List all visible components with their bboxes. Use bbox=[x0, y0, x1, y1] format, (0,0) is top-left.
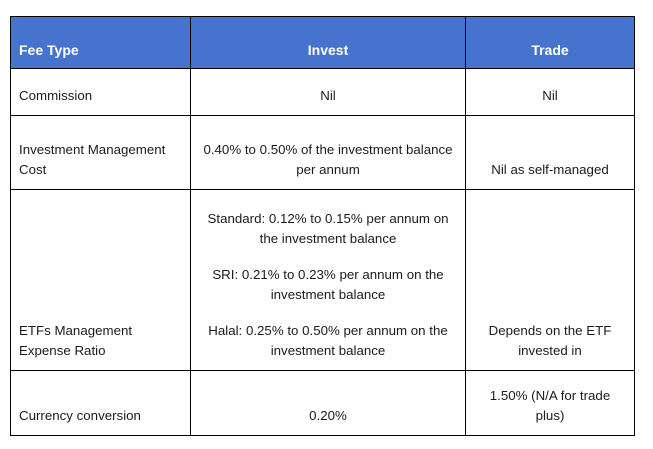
invest-value-halal: Halal: 0.25% to 0.50% per annum on the i… bbox=[208, 323, 448, 358]
cell-fee-type: Commission bbox=[10, 68, 191, 116]
trade-value: Nil as self-managed bbox=[491, 162, 609, 177]
fee-type-label: Commission bbox=[19, 88, 93, 103]
table-row-currency-conversion: Currency conversion 0.20% 1.50% (N/A for… bbox=[10, 370, 635, 436]
table-row-commission: Commission Nil Nil bbox=[10, 68, 635, 116]
invest-value-sri: SRI: 0.21% to 0.23% per annum on the inv… bbox=[212, 267, 444, 302]
invest-value: Nil bbox=[320, 88, 336, 103]
header-cell-trade: Trade bbox=[465, 16, 635, 69]
cell-trade-value: Nil bbox=[465, 68, 635, 116]
fee-type-label: Investment Management Cost bbox=[19, 142, 166, 177]
cell-invest-value: 0.20% bbox=[190, 370, 466, 436]
invest-value-standard: Standard: 0.12% to 0.15% per annum on th… bbox=[207, 211, 449, 246]
table-header-row: Fee Type Invest Trade bbox=[10, 16, 635, 69]
fee-type-label: ETFs Management Expense Ratio bbox=[19, 323, 133, 358]
cell-fee-type: Investment Management Cost bbox=[10, 115, 191, 190]
trade-value: 1.50% (N/A for trade plus) bbox=[489, 388, 611, 423]
invest-value: 0.40% to 0.50% of the investment balance… bbox=[203, 142, 453, 177]
cell-fee-type: ETFs Management Expense Ratio bbox=[10, 189, 191, 371]
cell-trade-value: Nil as self-managed bbox=[465, 115, 635, 190]
invest-value: 0.20% bbox=[309, 408, 347, 423]
table-row-investment-management-cost: Investment Management Cost 0.40% to 0.50… bbox=[10, 115, 635, 190]
fee-type-label: Currency conversion bbox=[19, 408, 141, 423]
cell-invest-value: Nil bbox=[190, 68, 466, 116]
header-cell-fee-type: Fee Type bbox=[10, 16, 191, 69]
cell-trade-value: 1.50% (N/A for trade plus) bbox=[465, 370, 635, 436]
cell-trade-value: Depends on the ETF invested in bbox=[465, 189, 635, 371]
table-row-etf-management-expense-ratio: ETFs Management Expense Ratio Standard: … bbox=[10, 189, 635, 371]
fee-comparison-table: Fee Type Invest Trade Commission Nil Nil… bbox=[10, 16, 635, 436]
cell-invest-value: 0.40% to 0.50% of the investment balance… bbox=[190, 115, 466, 190]
trade-value: Nil bbox=[542, 88, 558, 103]
cell-fee-type: Currency conversion bbox=[10, 370, 191, 436]
cell-invest-value: Standard: 0.12% to 0.15% per annum on th… bbox=[190, 189, 466, 371]
header-cell-invest: Invest bbox=[190, 16, 466, 69]
trade-value: Depends on the ETF invested in bbox=[488, 323, 612, 358]
